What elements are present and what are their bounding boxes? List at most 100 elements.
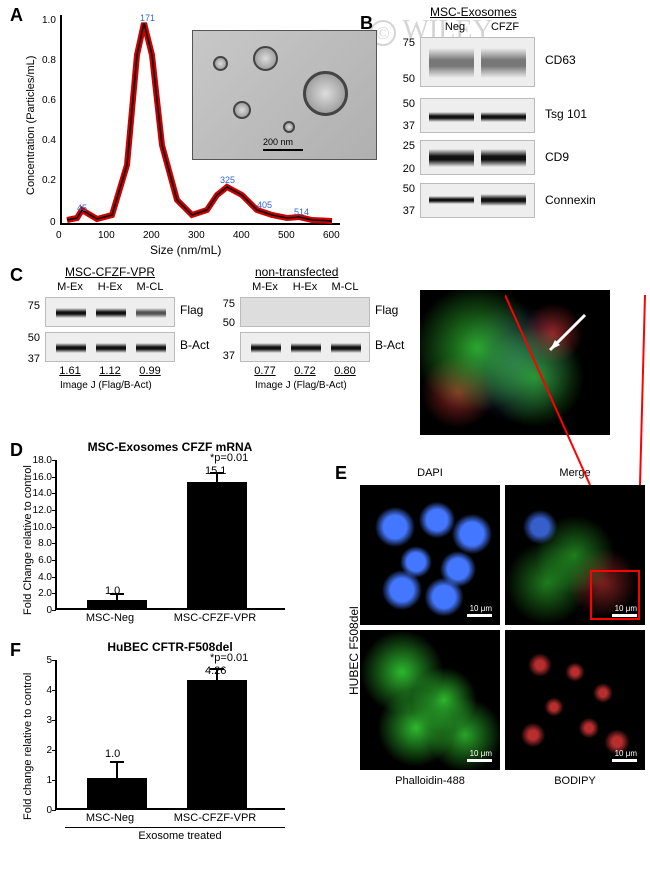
ytick: 5: [38, 655, 52, 666]
ytick: 0: [38, 805, 52, 816]
blot-c-bact-right: [240, 332, 370, 362]
barlabel: MSC-CFZF-VPR: [165, 812, 265, 824]
ytick: 12.0: [30, 505, 52, 516]
ytick: 0.4: [42, 135, 56, 146]
img-label: Merge: [505, 467, 645, 479]
barlabel: MSC-Neg: [70, 812, 150, 824]
peak-label: 514: [294, 207, 309, 217]
panel-e: E HUBEC F508del DAPI Merge 10 μm 10 μm 1…: [335, 445, 645, 845]
pval: *p=0.01: [210, 652, 248, 664]
panel-f-axes: [55, 660, 285, 810]
ytick: 0.6: [42, 95, 56, 106]
xtick: 600: [323, 230, 340, 241]
blot-c-bact-left: [45, 332, 175, 362]
dapi-image: 10 μm: [360, 485, 500, 625]
scale: 10 μm: [470, 604, 492, 613]
peak-label: 45: [77, 203, 87, 213]
val: 15.1: [205, 465, 226, 477]
img-label: Phalloidin-488: [360, 775, 500, 787]
lane: M-Ex: [50, 281, 90, 293]
panel-a-y-title: Concentration (Particles/mL): [25, 56, 37, 195]
panel-b-header: MSC-Exosomes: [430, 5, 517, 19]
xtick: 400: [233, 230, 250, 241]
scale: 10 μm: [470, 749, 492, 758]
mw: 37: [20, 353, 40, 365]
quant: 0.80: [325, 365, 365, 377]
blot-tsg: [420, 98, 535, 133]
quant-label: Image J (Flag/B-Act): [255, 380, 347, 391]
arrow-icon: [540, 310, 590, 360]
protein: CD63: [545, 53, 576, 67]
panel-d-label: D: [10, 440, 23, 461]
val: 1.0: [105, 585, 120, 597]
ytick: 0: [30, 605, 52, 616]
img-label: BODIPY: [505, 775, 645, 787]
protein: B-Act: [180, 338, 209, 352]
ytick: 0: [50, 217, 56, 228]
panel-f-ytitle: Fold change relative to control: [22, 673, 34, 820]
ytick: 1.0: [42, 15, 56, 26]
img-label: DAPI: [360, 467, 500, 479]
ytick: 0.2: [42, 175, 56, 186]
xtick: 200: [143, 230, 160, 241]
quant-label: Image J (Flag/B-Act): [60, 380, 152, 391]
quant: 0.77: [245, 365, 285, 377]
ytick: 14.0: [30, 488, 52, 499]
panel-a: A Concentration (Particles/mL) 200 nm 17…: [10, 5, 350, 255]
protein: Flag: [180, 303, 203, 317]
mw: 50: [215, 317, 235, 329]
ytick: 2.0: [30, 588, 52, 599]
mw: 50: [20, 332, 40, 344]
ytick: 16.0: [30, 472, 52, 483]
lane: H-Ex: [90, 281, 130, 293]
barlabel: MSC-Neg: [70, 612, 150, 624]
mw: 50: [390, 98, 415, 110]
panel-f-label: F: [10, 640, 21, 661]
ytick: 6.0: [30, 555, 52, 566]
c-right-header: non-transfected: [255, 265, 338, 279]
mw: 75: [215, 298, 235, 310]
mw: 25: [390, 140, 415, 152]
merge-image: 10 μm: [505, 485, 645, 625]
xtick: 500: [278, 230, 295, 241]
lane: H-Ex: [285, 281, 325, 293]
panel-d-axes: [55, 460, 285, 610]
ytick: 4: [38, 685, 52, 696]
lane: M-CL: [325, 281, 365, 293]
protein: Flag: [375, 303, 398, 317]
mw: 75: [390, 37, 415, 49]
tem-inset: 200 nm: [192, 30, 377, 160]
peak-label: 325: [220, 175, 235, 185]
blot-connexin: [420, 183, 535, 218]
bodipy-image: 10 μm: [505, 630, 645, 770]
panel-e-zoom: [420, 290, 610, 435]
pval: *p=0.01: [210, 452, 248, 464]
panel-c-label: C: [10, 265, 23, 286]
blot-c-flag-right: [240, 297, 370, 327]
ytick: 2: [38, 745, 52, 756]
blot-cd9: [420, 140, 535, 175]
panel-a-label: A: [10, 5, 23, 26]
ytick: 18.0: [30, 455, 52, 466]
panel-b-label: B: [360, 13, 373, 34]
lane-neg: Neg: [430, 21, 480, 33]
mw: 37: [215, 350, 235, 362]
scale: 10 μm: [615, 749, 637, 758]
lane: M-Ex: [245, 281, 285, 293]
group-label: Exosome treated: [120, 830, 240, 842]
blot-cd63: [420, 37, 535, 87]
lane-cfzf: CFZF: [480, 21, 530, 33]
panel-e-label: E: [335, 463, 347, 484]
peak-label: 405: [257, 200, 272, 210]
protein: Tsg 101: [545, 107, 587, 121]
mw: 37: [390, 205, 415, 217]
ytick: 1: [38, 775, 52, 786]
xtick: 300: [188, 230, 205, 241]
panel-d: D MSC-Exosomes CFZF mRNA Fold Change rel…: [10, 440, 310, 635]
blot-c-flag-left: [45, 297, 175, 327]
peak-label: 171: [140, 13, 155, 23]
xtick: 0: [56, 230, 62, 241]
panel-c: C MSC-CFZF-VPR non-transfected M-Ex H-Ex…: [10, 265, 410, 425]
quant: 1.61: [50, 365, 90, 377]
ytick: 10.0: [30, 522, 52, 533]
